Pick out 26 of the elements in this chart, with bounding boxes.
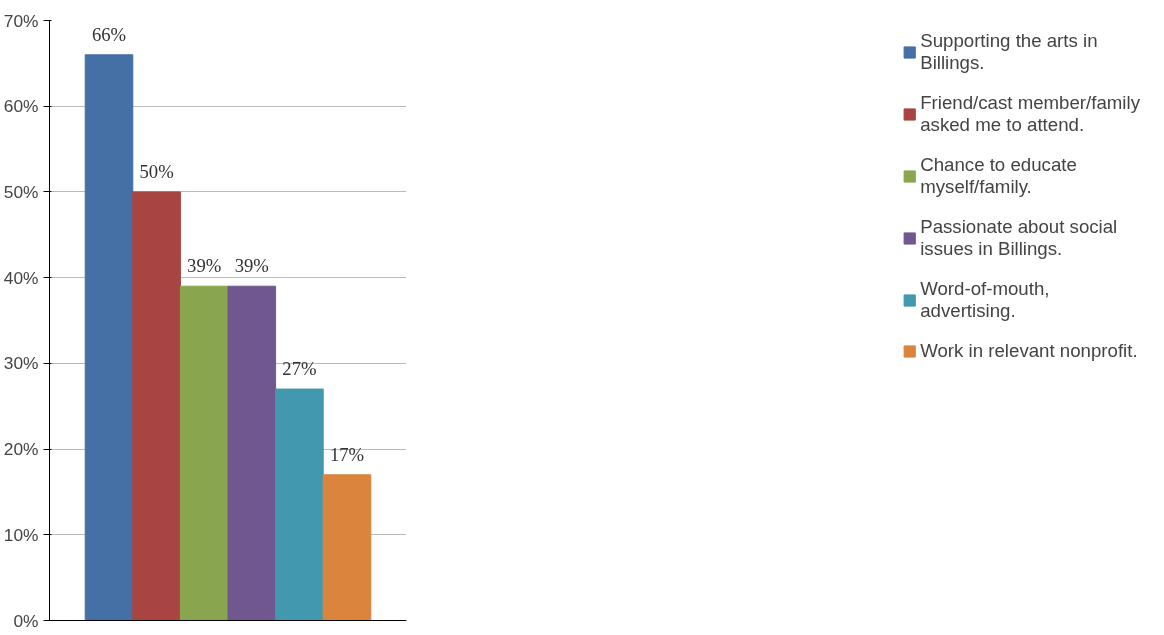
y-tick-label: 70% bbox=[3, 10, 39, 31]
data-label: 39% bbox=[187, 255, 222, 277]
y-tick-label: 30% bbox=[3, 353, 39, 374]
y-tick-label: 50% bbox=[3, 181, 39, 202]
y-tick-label: 20% bbox=[3, 439, 39, 460]
bar bbox=[227, 285, 277, 621]
legend-label: Word-of-mouth, advertising. bbox=[920, 278, 1050, 322]
data-label: 66% bbox=[91, 23, 127, 45]
bar bbox=[322, 474, 372, 621]
data-label: 50% bbox=[139, 160, 174, 182]
bar bbox=[275, 388, 324, 621]
bar bbox=[84, 54, 134, 621]
bar bbox=[179, 285, 229, 621]
y-tick-label: 10% bbox=[3, 524, 39, 545]
legend-label: Friend/cast member/family asked me to attend. bbox=[920, 92, 1140, 136]
y-tick-label: 0% bbox=[13, 610, 39, 631]
legend-label: Supporting the arts in Billings. bbox=[920, 30, 1098, 74]
data-label: 17% bbox=[329, 443, 365, 465]
legend-label: Work in relevant nonprofit. bbox=[920, 340, 1138, 362]
legend-label: Chance to educate myself/family. bbox=[920, 154, 1077, 198]
data-label: 27% bbox=[282, 358, 317, 380]
data-label: 39% bbox=[234, 255, 269, 277]
legend-label: Passionate about social issues in Billings. bbox=[920, 216, 1118, 260]
y-tick-label: 60% bbox=[3, 96, 39, 117]
y-tick-label: 40% bbox=[3, 267, 39, 288]
bar bbox=[132, 191, 181, 621]
